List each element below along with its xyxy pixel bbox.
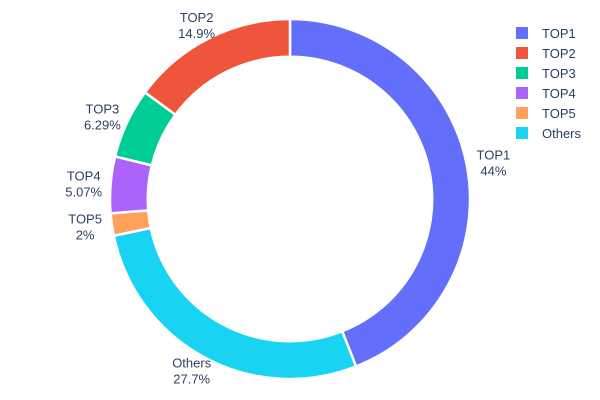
legend-label-top1: TOP1 <box>542 25 576 41</box>
legend-item-top5[interactable]: TOP5 <box>516 103 581 123</box>
slice-label-top2: TOP2 14.9% <box>178 10 215 41</box>
slice-label-top3: TOP3 6.29% <box>84 102 121 133</box>
legend-label-top4: TOP4 <box>542 85 576 101</box>
legend-item-top4[interactable]: TOP4 <box>516 83 581 103</box>
legend-label-top3: TOP3 <box>542 65 576 81</box>
legend-item-top1[interactable]: TOP1 <box>516 23 581 43</box>
slice-label-top4: TOP4 5.07% <box>65 169 102 200</box>
slice-label-top5: TOP5 2% <box>68 212 102 243</box>
pie-slice-others[interactable] <box>112 226 358 381</box>
legend-item-top2[interactable]: TOP2 <box>516 43 581 63</box>
legend-swatch-top3 <box>516 67 528 79</box>
slice-label-top1: TOP1 44% <box>477 148 511 179</box>
legend-swatch-top4 <box>516 87 528 99</box>
pie-slice-top1[interactable] <box>288 17 472 368</box>
legend-label-top5: TOP5 <box>542 105 576 121</box>
legend-item-top3[interactable]: TOP3 <box>516 63 581 83</box>
legend-swatch-top5 <box>516 107 528 119</box>
legend-item-others[interactable]: Others <box>516 123 581 143</box>
legend-label-others: Others <box>542 125 582 141</box>
legend-swatch-top1 <box>516 27 528 39</box>
legend: TOP1 TOP2 TOP3 TOP4 TOP5 Others <box>516 23 581 143</box>
legend-swatch-others <box>516 127 528 139</box>
legend-swatch-top2 <box>516 47 528 59</box>
pie-slice-top2[interactable] <box>143 17 292 116</box>
slice-label-others: Others 27.7% <box>172 356 212 387</box>
legend-label-top2: TOP2 <box>542 45 576 61</box>
